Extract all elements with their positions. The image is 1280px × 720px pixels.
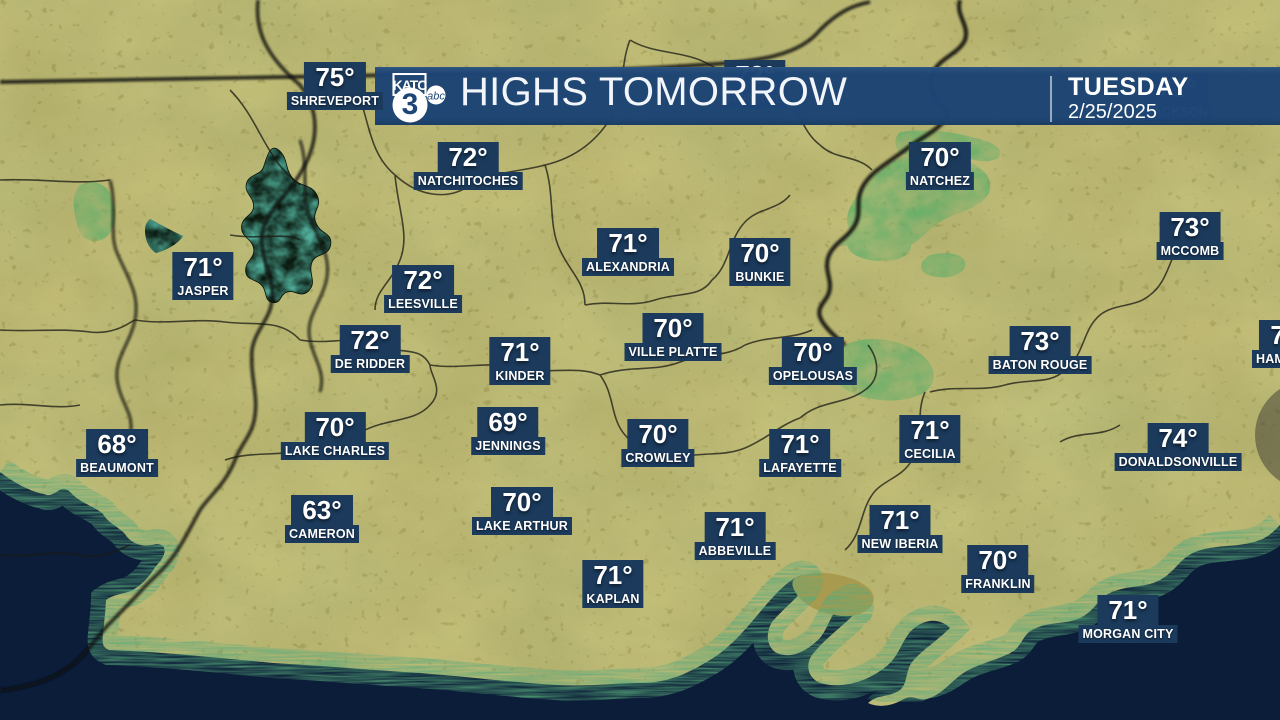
- svg-text:abc: abc: [427, 90, 445, 102]
- svg-text:3: 3: [402, 88, 419, 121]
